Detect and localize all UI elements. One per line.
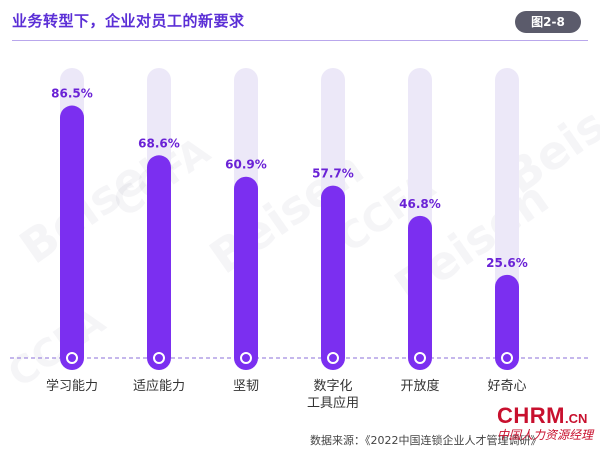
chart-title: 业务转型下，企业对员工的新要求 (12, 12, 245, 30)
bar (321, 185, 345, 370)
bar (495, 274, 519, 370)
bar-marker (501, 352, 513, 364)
bar-marker (414, 352, 426, 364)
title-divider (12, 40, 588, 41)
data-source: 数据来源：《2022中国连锁企业人才管理调研》 (310, 434, 542, 447)
bar-marker (153, 352, 165, 364)
bar (234, 176, 258, 370)
figure-badge: 图2-8 (515, 11, 581, 33)
logo-main-text: CHRM (497, 403, 565, 428)
data-label: 25.6% (486, 256, 528, 270)
data-label: 46.8% (399, 197, 441, 211)
category-label: 学习能力 (46, 378, 98, 394)
bar (60, 105, 84, 370)
category-label: 适应能力 (133, 378, 185, 394)
data-label: 86.5% (51, 87, 93, 101)
category-label: 坚韧 (233, 379, 259, 394)
bar (147, 155, 171, 370)
category-label: 工具应用 (307, 395, 359, 411)
logo-sub-text: 中国人力资源经理 (497, 428, 594, 442)
logo-domain-text: .CN (565, 411, 588, 426)
chrm-logo: CHRM.CN 中国人力资源经理 (497, 403, 593, 442)
bar-marker (327, 352, 339, 364)
bar-marker (66, 352, 78, 364)
category-label: 开放度 (400, 378, 439, 394)
data-label: 68.6% (138, 136, 180, 150)
bar-marker (240, 352, 252, 364)
data-label: 60.9% (225, 158, 267, 172)
data-label: 57.7% (312, 167, 354, 181)
category-label: 数字化 (313, 379, 352, 394)
bar (408, 215, 432, 370)
category-label: 好奇心 (487, 378, 526, 394)
